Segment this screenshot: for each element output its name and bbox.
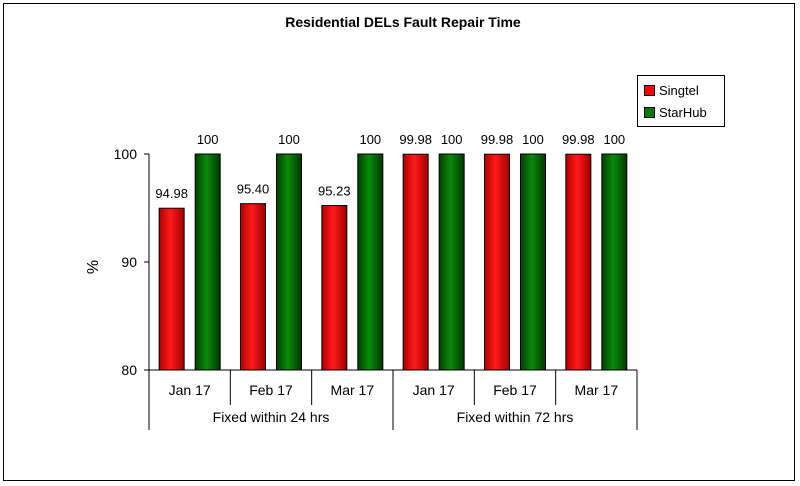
- data-label-starhub-3: 100: [441, 132, 463, 147]
- x-tick-label-2: Mar 17: [331, 382, 375, 398]
- legend-item-singtel: Singtel: [644, 82, 699, 98]
- bar-singtel-4: [484, 153, 510, 371]
- legend-label-starhub: StarHub: [659, 104, 707, 120]
- data-label-singtel-1: 95.40: [237, 182, 270, 197]
- x-tick-label-3: Jan 17: [413, 382, 455, 398]
- data-label-starhub-0: 100: [197, 132, 219, 147]
- group-label-1: Fixed within 72 hrs: [457, 409, 574, 425]
- chart-frame: Residential DELs Fault Repair Time % 94.…: [3, 3, 795, 481]
- bar-starhub-3: [438, 153, 465, 371]
- x-tick-label-5: Mar 17: [575, 382, 619, 398]
- bar-starhub-1: [276, 153, 302, 371]
- bar-starhub-5: [601, 153, 628, 371]
- data-label-starhub-5: 100: [603, 132, 625, 147]
- bar-singtel-0: [158, 207, 185, 371]
- x-tick-label-4: Feb 17: [493, 382, 537, 398]
- legend-item-starhub: StarHub: [644, 104, 707, 120]
- x-tick-label-0: Jan 17: [169, 382, 211, 398]
- group-label-0: Fixed within 24 hrs: [213, 409, 330, 425]
- legend-swatch-starhub: [644, 106, 655, 118]
- y-tick-label-0: 80: [121, 362, 137, 378]
- x-tick-label-1: Feb 17: [249, 382, 293, 398]
- data-label-singtel-5: 99.98: [562, 132, 595, 147]
- bar-singtel-5: [565, 153, 592, 371]
- y-tick-label-2: 100: [114, 146, 138, 162]
- legend-swatch-singtel: [644, 84, 655, 96]
- bar-singtel-1: [240, 203, 266, 371]
- bar-singtel-2: [321, 205, 348, 371]
- bar-starhub-4: [520, 153, 546, 371]
- chart-title: Residential DELs Fault Repair Time: [285, 14, 521, 30]
- data-label-singtel-2: 95.23: [318, 184, 351, 199]
- data-label-singtel-4: 99.98: [481, 132, 514, 147]
- bar-singtel-3: [402, 153, 429, 371]
- data-label-singtel-3: 99.98: [399, 132, 432, 147]
- data-label-singtel-0: 94.98: [155, 186, 188, 201]
- plot-area: 94.98 100 Jan 17 95.40 100 Feb 17 95.23 100 Mar …: [114, 132, 638, 430]
- legend: Singtel StarHub: [637, 75, 725, 127]
- bar-starhub-0: [194, 153, 221, 371]
- data-label-starhub-4: 100: [522, 132, 544, 147]
- bar-starhub-2: [357, 153, 384, 371]
- bar-chart: Residential DELs Fault Repair Time % 94.…: [85, 14, 638, 430]
- data-label-starhub-1: 100: [278, 132, 300, 147]
- legend-label-singtel: Singtel: [659, 82, 699, 98]
- data-label-starhub-2: 100: [359, 132, 381, 147]
- y-tick-label-1: 90: [121, 254, 137, 270]
- y-axis-label: %: [85, 260, 102, 274]
